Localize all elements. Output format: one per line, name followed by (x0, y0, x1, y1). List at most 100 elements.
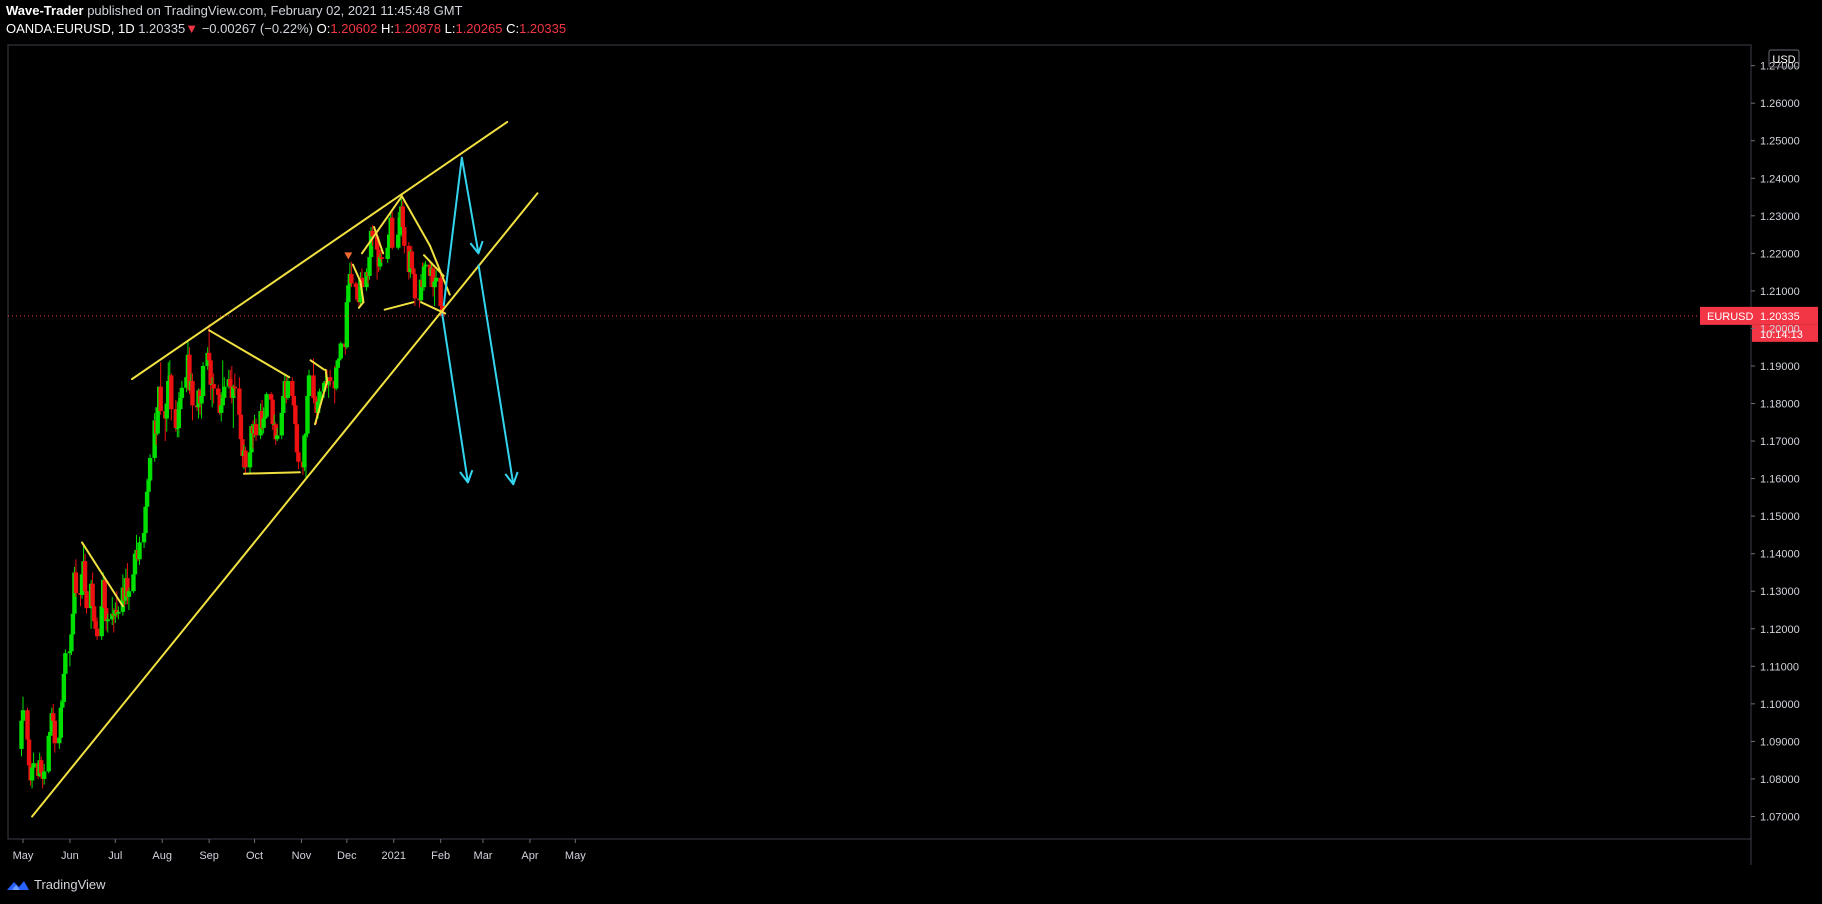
candle-body (430, 268, 436, 288)
trendline[interactable] (383, 301, 415, 311)
projection-arrowhead (459, 469, 474, 484)
candle-body (219, 405, 224, 413)
candle-body (104, 608, 109, 622)
candle-body (402, 227, 407, 246)
trendline[interactable] (31, 192, 539, 818)
footer-brand[interactable]: TradingView (6, 877, 106, 892)
candle-body (152, 420, 157, 458)
candle-body (306, 375, 312, 397)
candle (334, 364, 339, 391)
price-tick-label: 1.17000 (1760, 436, 1800, 448)
candle-body (158, 386, 163, 412)
candle (179, 380, 185, 408)
trendline[interactable] (422, 254, 445, 277)
candle-body (25, 710, 30, 740)
candle-body (125, 578, 130, 597)
candle-body (243, 450, 248, 468)
currency-badge[interactable] (1768, 49, 1800, 68)
candle-body (216, 388, 221, 395)
time-tick-label: May (565, 850, 586, 862)
candle (200, 362, 206, 400)
candle-body (344, 302, 350, 348)
trendline[interactable] (314, 379, 329, 426)
price-tick-label: 1.11000 (1760, 661, 1799, 673)
bar-countdown: 10:14:13 (1760, 329, 1803, 341)
candle (285, 377, 291, 400)
candle-body (200, 365, 206, 397)
projection-path[interactable] (441, 313, 469, 483)
trendline[interactable] (81, 541, 124, 608)
candle-body (317, 391, 322, 402)
candle-body (79, 574, 85, 595)
published-text: published on TradingView.com, February 0… (87, 3, 463, 18)
candle-body (48, 732, 53, 736)
candle-body (368, 230, 374, 258)
candle-body (335, 360, 340, 368)
trendline[interactable] (419, 301, 447, 315)
candle (208, 358, 213, 400)
candle (104, 602, 109, 631)
price-tick-label: 1.18000 (1760, 399, 1800, 411)
price-tick-label: 1.22000 (1760, 248, 1800, 260)
candle-body (327, 377, 333, 381)
candle-body (412, 274, 418, 299)
candle-body (275, 435, 280, 440)
candle-body (290, 380, 295, 397)
candle-body (52, 720, 57, 744)
candle-body (397, 217, 402, 235)
price-tick-label: 1.16000 (1760, 474, 1800, 486)
candle-body (273, 424, 278, 440)
trendline[interactable] (242, 471, 301, 475)
trendline[interactable] (359, 280, 365, 304)
candle-body (296, 452, 301, 462)
projection-path[interactable] (442, 156, 480, 307)
price-axis[interactable]: 1.270001.260001.250001.240001.230001.220… (1751, 49, 1800, 823)
candle (173, 399, 179, 432)
candle (409, 245, 415, 273)
candle-body (396, 234, 401, 248)
candle (275, 427, 280, 442)
candle (20, 696, 26, 731)
trendline[interactable] (357, 301, 365, 309)
candle-body (116, 611, 121, 614)
author-name[interactable]: Wave-Trader (6, 3, 84, 18)
projection-path[interactable] (477, 264, 515, 485)
trendline[interactable] (309, 359, 326, 371)
candle (349, 261, 354, 288)
trendline[interactable] (360, 196, 403, 255)
candle-body (312, 397, 318, 400)
candle (125, 563, 130, 605)
countdown-tag (1752, 324, 1818, 342)
candle-body (377, 257, 383, 267)
candle-body (293, 405, 298, 425)
candle-body (93, 621, 98, 629)
candle-body (261, 418, 266, 428)
candle-body (169, 375, 174, 410)
trendline[interactable] (208, 329, 291, 379)
candle (412, 270, 418, 306)
candle-body (386, 234, 392, 248)
candle-body (311, 375, 316, 398)
candle-body (176, 409, 182, 428)
price-tick-label: 1.20000 (1760, 323, 1800, 335)
trendline[interactable] (324, 368, 329, 382)
candle-body (69, 634, 74, 652)
time-axis[interactable]: May Jun Jul Aug Sep Oct Nov Dec 2021 Feb Mar Apr May (13, 839, 587, 862)
trendline[interactable] (373, 226, 385, 255)
trendline[interactable] (130, 120, 509, 381)
candle-body (418, 279, 424, 301)
candle (243, 446, 248, 475)
candle-body (175, 427, 180, 429)
candle-body (206, 352, 212, 361)
candle-body (346, 285, 351, 303)
candle-body (337, 358, 342, 361)
candle-body (411, 268, 416, 275)
candle-body (110, 613, 115, 620)
candle-body (217, 394, 222, 413)
candle-body (51, 713, 56, 721)
trendline[interactable] (351, 263, 362, 283)
trendline[interactable] (400, 194, 432, 247)
time-tick-label: Mar (474, 850, 493, 862)
price-tick-label: 1.21000 (1760, 286, 1800, 298)
